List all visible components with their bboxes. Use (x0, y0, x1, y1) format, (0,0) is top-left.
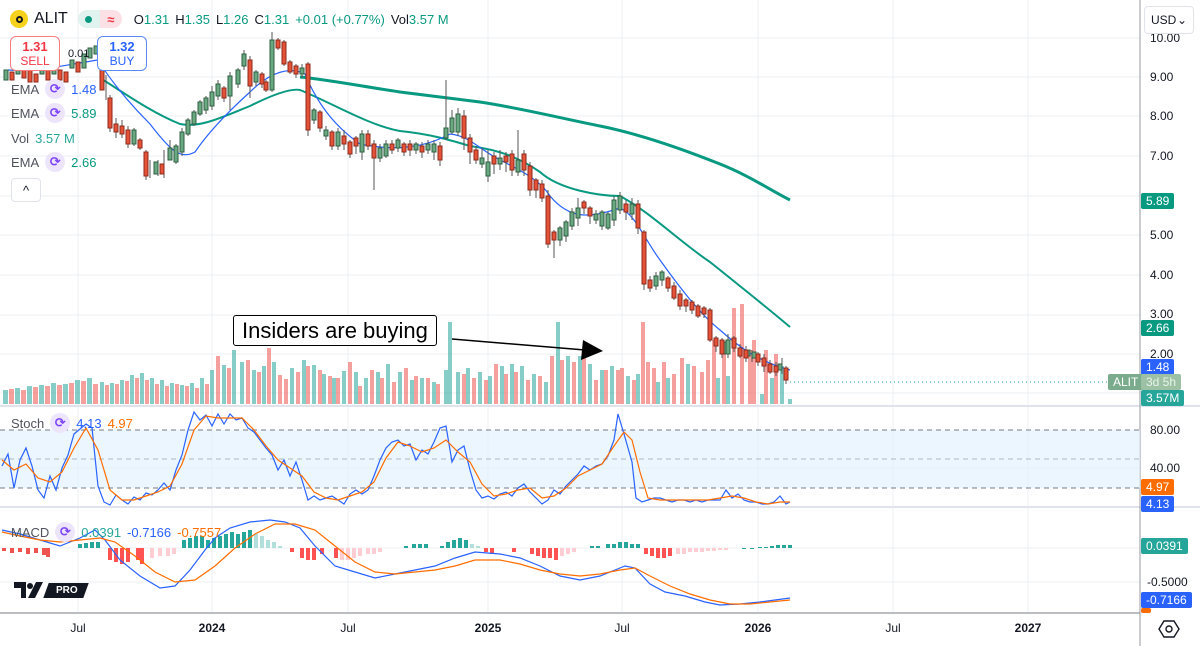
svg-text:7.00: 7.00 (1150, 149, 1174, 163)
ema-fast-axis-tag: 1.48 (1141, 359, 1175, 375)
svg-text:2024: 2024 (199, 621, 226, 635)
sell-button[interactable]: 1.31 SELL (10, 36, 60, 71)
stoch-legend[interactable]: Stoch ⟳ 4.13 4.97 (11, 413, 133, 433)
svg-text:Jul: Jul (614, 621, 629, 635)
settings-gear-icon[interactable] (1158, 618, 1180, 640)
indicator-volume[interactable]: Vol 3.57 M (11, 130, 75, 146)
annotation-callout[interactable]: Insiders are buying (233, 315, 437, 346)
svg-text:3.00: 3.00 (1150, 307, 1174, 321)
svg-text:4.00: 4.00 (1150, 268, 1174, 282)
stoch-k-axis-tag: 4.13 (1141, 496, 1175, 512)
sync-icon[interactable]: ⟳ (45, 103, 66, 123)
volume-bars (3, 304, 792, 404)
stoch-pane (0, 410, 1140, 506)
sync-icon[interactable]: ⟳ (55, 522, 76, 542)
symbol-logo-icon (10, 10, 28, 28)
price-grid (0, 0, 1140, 612)
macd-line (1, 519, 791, 606)
tv-logo-icon (14, 582, 43, 598)
symbol-name[interactable]: ALIT (34, 10, 68, 27)
tradingview-logo[interactable]: PRO (14, 582, 89, 598)
macd-pane (1, 519, 792, 606)
ohlc-values: O1.31 H1.35 L1.26 C1.31 +0.01 (+0.77%) V… (133, 11, 449, 27)
macd-histogram (2, 530, 792, 564)
macd-signal-axis-tag (1141, 608, 1151, 613)
macd-signal-line (1, 523, 791, 605)
svg-text:9.00: 9.00 (1150, 70, 1174, 84)
buy-button[interactable]: 1.32 BUY (97, 36, 147, 71)
svg-text:Jul: Jul (70, 621, 85, 635)
symbol-legend: ALIT ≈ O1.31 H1.35 L1.26 C1.31 +0.01 (+0… (10, 8, 449, 30)
svg-text:2025: 2025 (475, 621, 502, 635)
svg-text:-0.5000: -0.5000 (1147, 575, 1188, 589)
svg-text:8.00: 8.00 (1150, 109, 1174, 123)
spread-value: 0.01 (68, 48, 90, 60)
svg-text:Jul: Jul (340, 621, 355, 635)
stoch-d-axis-tag: 4.97 (1141, 479, 1175, 495)
sync-icon[interactable]: ⟳ (45, 152, 66, 172)
svg-text:40.00: 40.00 (1150, 461, 1180, 475)
ema-mid-axis-tag: 2.66 (1141, 320, 1175, 336)
svg-text:2026: 2026 (745, 621, 772, 635)
ema-slow-line (299, 75, 791, 202)
indicator-ema-mid[interactable]: EMA ⟳ 2.66 (11, 152, 96, 172)
collapse-legend-button[interactable]: ^ (11, 178, 41, 202)
indicator-ema-slow[interactable]: EMA ⟳ 5.89 (11, 103, 96, 123)
sync-icon[interactable]: ⟳ (45, 79, 66, 99)
macd-hist-axis-tag: 0.0391 (1141, 538, 1188, 554)
macd-legend[interactable]: MACD ⟳ 0.0391 -0.7166 -0.7557 (11, 522, 221, 542)
ema-slow-axis-tag: 5.89 (1141, 193, 1175, 209)
svg-text:80.00: 80.00 (1150, 423, 1180, 437)
svg-text:Jul: Jul (885, 621, 900, 635)
currency-selector[interactable]: USD ⌄ (1144, 6, 1194, 34)
countdown-symbol-tag: ALIT (1108, 374, 1144, 390)
svg-text:10.00: 10.00 (1150, 31, 1180, 45)
ema-mid-line (99, 77, 791, 328)
annotation-arrow (451, 338, 603, 360)
chevron-down-icon: ⌄ (1176, 13, 1187, 27)
delayed-data-wave-icon: ≈ (99, 10, 122, 28)
stoch-d-line (1, 415, 790, 505)
macd-axis-tag: -0.7166 (1141, 592, 1192, 608)
sync-icon[interactable]: ⟳ (50, 413, 71, 433)
volume-axis-tag: 3.57M (1141, 390, 1185, 406)
svg-text:5.00: 5.00 (1150, 228, 1174, 242)
price-axis: 10.00 9.00 8.00 7.00 5.00 4.00 3.00 2.00… (1147, 31, 1188, 589)
indicator-ema-fast[interactable]: EMA ⟳ 1.48 (11, 79, 96, 99)
countdown-timer-tag: 3d 5h (1141, 374, 1182, 390)
svg-text:2027: 2027 (1015, 621, 1042, 635)
time-axis[interactable]: Jul 2024 Jul 2025 Jul 2026 Jul 2027 (70, 621, 1041, 635)
market-open-dot-icon (77, 10, 100, 28)
svg-text:2.00: 2.00 (1150, 347, 1174, 361)
market-status[interactable]: ≈ (77, 10, 122, 28)
